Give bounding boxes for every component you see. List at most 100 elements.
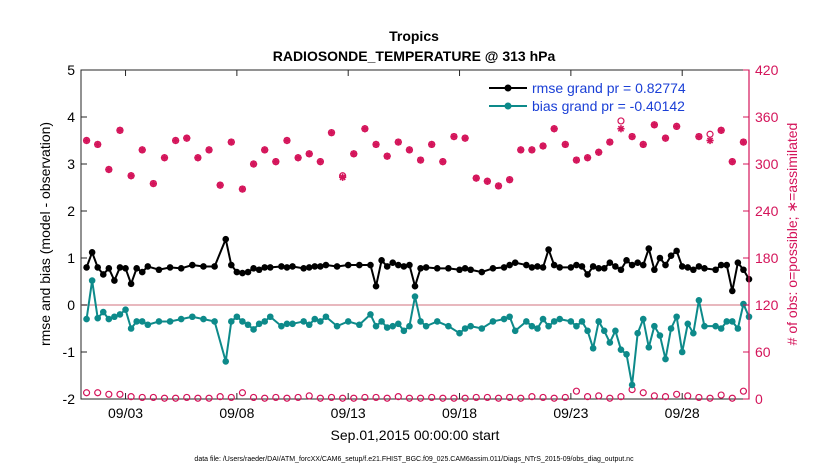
rmse-point	[266, 264, 274, 271]
obs-possible-marker	[283, 394, 291, 402]
obs-possible-marker	[82, 389, 91, 397]
bias-point	[305, 321, 313, 329]
rmse-point	[88, 249, 96, 256]
obs-possible-marker	[294, 393, 302, 402]
rmse-point	[606, 259, 614, 267]
obs-assimilated-marker	[405, 146, 414, 154]
plot-area	[80, 69, 750, 400]
obs-assimilated-marker	[116, 126, 124, 134]
rmse-point	[489, 265, 497, 272]
rmse-point	[261, 264, 269, 271]
rmse-point	[122, 265, 129, 272]
bias-point	[155, 318, 163, 325]
x-tick-label: 09/13	[331, 405, 366, 421]
rmse-point	[244, 268, 252, 276]
legend-rmse-marker	[504, 84, 512, 92]
rmse-point	[673, 247, 680, 255]
rmse-point	[589, 263, 597, 270]
bias-point	[422, 322, 430, 330]
y-axis-left-label: rmse and bias (model - observation)	[37, 122, 53, 346]
rmse-point	[567, 264, 575, 271]
bias-point	[651, 322, 658, 330]
bias-point	[111, 313, 118, 321]
rmse-group	[83, 235, 753, 295]
y-left-tick-label: 1	[67, 250, 75, 266]
obs-possible-marker	[428, 393, 436, 402]
bias-point	[372, 322, 380, 330]
y-left-tick-label: -2	[63, 391, 76, 407]
obs-assimilated-marker	[127, 172, 135, 180]
obs-assimilated-marker	[450, 132, 458, 141]
legend-bias-label: bias grand pr = -0.40142	[532, 98, 685, 114]
obs-assimilated-marker	[160, 154, 169, 162]
bias-point	[712, 322, 719, 330]
bias-point	[400, 327, 408, 335]
bias-point	[695, 297, 703, 304]
rmse-point	[729, 287, 736, 295]
rmse-point	[740, 266, 747, 274]
bias-point	[506, 313, 513, 321]
obs-possible-marker	[138, 393, 146, 402]
obs-assimilated-marker	[673, 122, 681, 130]
bias-point	[639, 315, 647, 323]
obs-possible-marker	[639, 389, 647, 397]
rmse-point	[656, 254, 664, 262]
rmse-point	[395, 261, 402, 269]
rmse-point	[684, 264, 692, 271]
y-left-tick-label: 0	[67, 297, 75, 313]
bias-point	[189, 313, 196, 321]
obs-assimilated-marker	[439, 158, 447, 166]
obs-possible-marker	[439, 394, 447, 402]
obs-assimilated-marker	[506, 176, 514, 184]
rmse-point	[478, 268, 486, 276]
obs-assimilated-marker	[628, 132, 636, 141]
bias-point	[467, 322, 474, 330]
obs-possible-marker	[383, 394, 391, 402]
rmse-point	[456, 266, 463, 274]
obs-assimilated-marker	[361, 125, 369, 133]
bias-point	[166, 318, 174, 325]
rmse-point	[278, 263, 285, 270]
bias-point	[322, 313, 330, 321]
rmse-point	[445, 265, 452, 272]
bias-point	[534, 325, 541, 332]
obs-assimilated-marker	[661, 134, 670, 142]
rmse-point	[701, 265, 708, 272]
obs-possible-marker	[416, 394, 425, 402]
obs-assimilated-marker	[172, 136, 180, 145]
bias-point	[255, 320, 263, 328]
obs-assimilated-marker	[517, 146, 525, 154]
bias-point	[378, 318, 385, 325]
bias-point	[678, 348, 686, 356]
bias-point	[244, 321, 252, 329]
bias-point	[239, 318, 246, 325]
bias-point	[266, 313, 274, 321]
obs-possible-marker	[116, 390, 124, 398]
obs-possible-marker	[506, 393, 514, 402]
obs-possible-marker	[183, 393, 191, 402]
obs-possible-marker	[684, 392, 692, 400]
rmse-point	[127, 280, 135, 288]
bias-point	[261, 318, 269, 325]
bias-point	[662, 355, 669, 363]
bias-point	[116, 311, 124, 318]
rmse-point	[333, 263, 341, 270]
y-left-tick-label: 4	[67, 109, 75, 125]
obs-possible-marker	[706, 394, 714, 402]
bias-point	[300, 318, 307, 325]
legend-rmse-label: rmse grand pr = 0.82774	[532, 80, 686, 96]
rmse-point	[305, 264, 313, 271]
y-right-tick-label: 0	[755, 391, 763, 407]
obs-possible-marker	[583, 393, 592, 401]
bias-point	[578, 318, 586, 325]
obs-possible-marker	[550, 394, 558, 402]
obs-possible-marker	[394, 393, 402, 401]
y-left-tick-label: 5	[67, 62, 75, 78]
obs-assimilated-marker	[82, 136, 91, 145]
obs-assimilated-marker	[583, 154, 592, 162]
obs-assimilated-marker	[539, 142, 547, 150]
obs-possible-marker	[617, 117, 625, 125]
obs-possible-marker	[717, 391, 725, 399]
rmse-point	[467, 266, 474, 274]
